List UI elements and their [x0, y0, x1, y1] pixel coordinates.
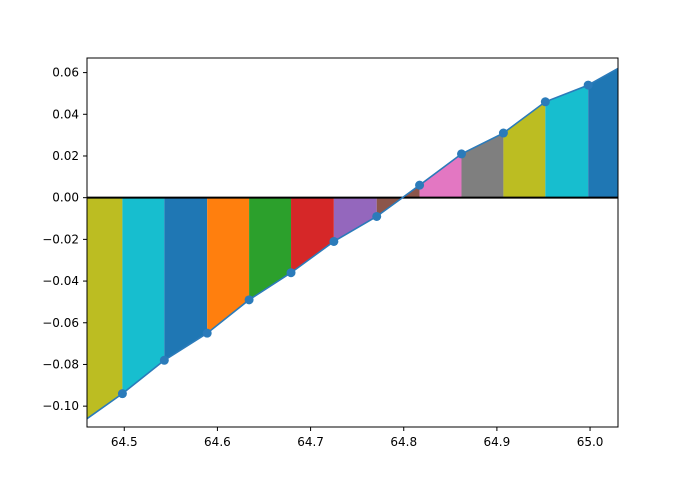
axes-frame — [86, 57, 619, 428]
data-point — [415, 180, 425, 190]
y-tick-label: 0.04 — [52, 107, 79, 121]
fill-band-11 — [545, 85, 589, 198]
fill-band-10 — [503, 101, 546, 198]
x-tick-label: 64.7 — [297, 435, 324, 449]
y-tick-label: 0.00 — [52, 191, 79, 205]
fill-band-0 — [87, 197, 123, 419]
x-tick-label: 64.9 — [484, 435, 511, 449]
data-point — [583, 80, 593, 90]
fill-band-5 — [291, 197, 334, 273]
fill-band-8 — [419, 153, 462, 198]
data-point — [456, 149, 466, 159]
y-axis: −0.10 −0.08 −0.06 −0.04 −0.02 0.00 0.02 0.04 0.0… — [42, 66, 87, 413]
series-group — [86, 67, 619, 420]
fill-band-1 — [122, 197, 165, 394]
data-point — [159, 355, 169, 365]
fill-band-4 — [249, 197, 292, 300]
fill-band-3 — [207, 197, 250, 334]
data-point — [540, 97, 550, 107]
y-tick-label: −0.02 — [42, 232, 79, 246]
y-tick-label: −0.08 — [42, 357, 79, 371]
x-axis: 64.5 64.6 64.7 64.8 64.9 65.0 — [111, 427, 604, 449]
x-tick-label: 64.8 — [390, 435, 417, 449]
fill-band-2 — [164, 197, 208, 361]
data-point — [498, 128, 508, 138]
data-point — [244, 295, 254, 305]
x-tick-label: 65.0 — [577, 435, 604, 449]
data-point — [286, 268, 296, 278]
data-point — [329, 236, 339, 246]
y-tick-label: 0.06 — [52, 66, 79, 80]
fill-band-12 — [588, 68, 618, 198]
fill-band-6 — [333, 197, 377, 242]
plot-frame — [86, 57, 619, 428]
y-tick-label: −0.10 — [42, 399, 79, 413]
y-tick-label: −0.06 — [42, 316, 79, 330]
data-point — [202, 328, 212, 338]
y-tick-label: −0.04 — [42, 274, 79, 288]
data-point — [117, 389, 127, 399]
fill-bands — [87, 68, 618, 419]
series-line — [86, 67, 619, 420]
y-tick-label: 0.02 — [52, 149, 79, 163]
x-tick-label: 64.6 — [204, 435, 231, 449]
data-point — [372, 211, 382, 221]
x-tick-label: 64.5 — [111, 435, 138, 449]
